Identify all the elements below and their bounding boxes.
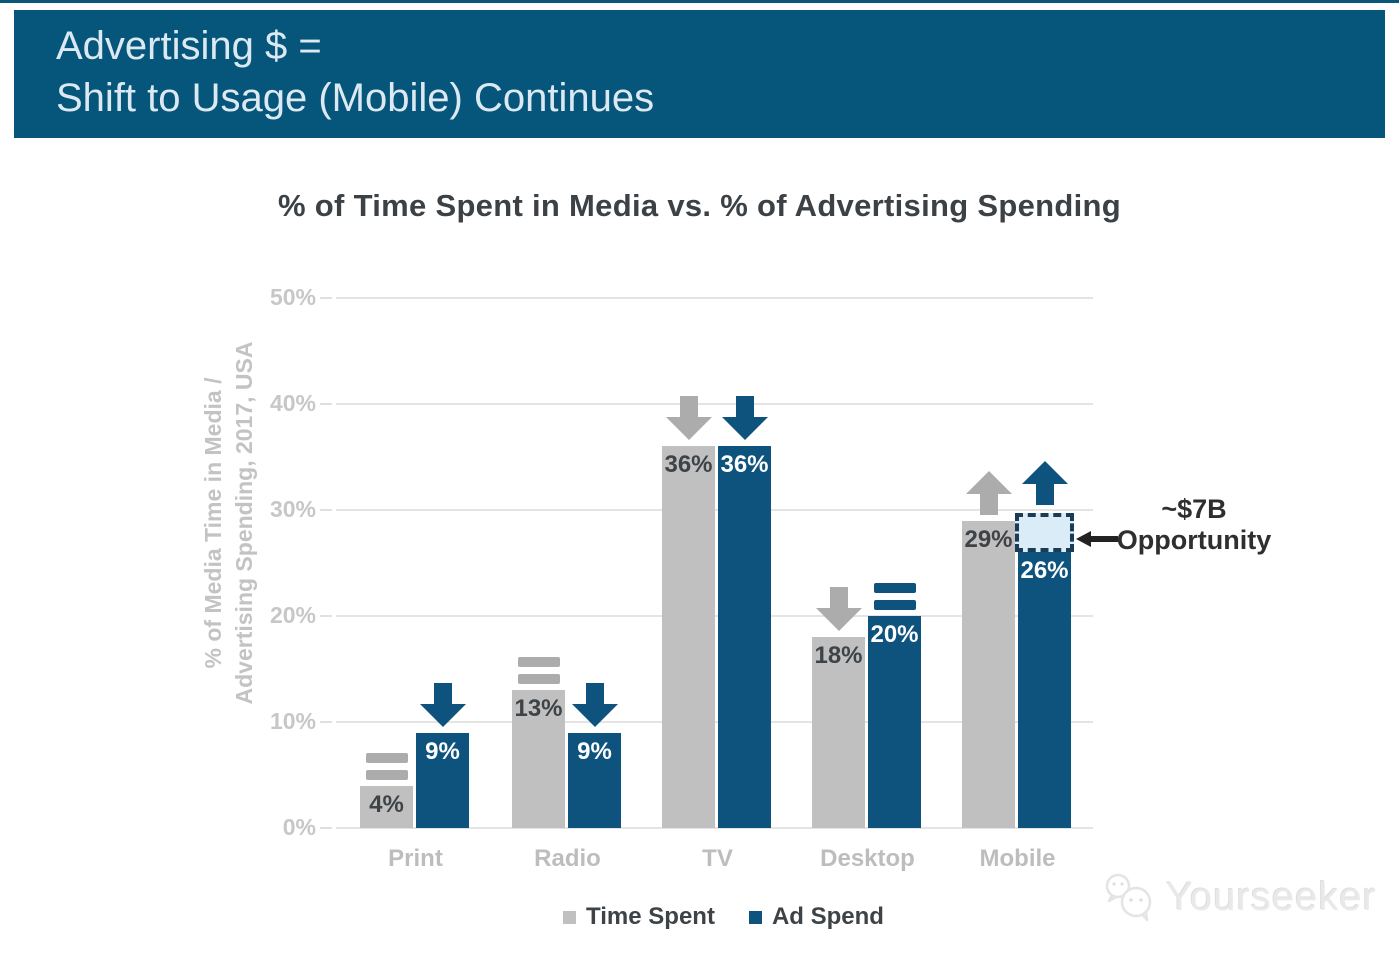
trend-down-icon: [815, 587, 862, 631]
legend-label-ad-spend: Ad Spend: [771, 903, 884, 930]
trend-down-icon: [419, 683, 466, 727]
tick-label-30: 30%: [269, 496, 316, 522]
bar-ad-spend-tv: [718, 446, 771, 828]
time-spent-swatch-icon: [563, 910, 577, 924]
trend-flat-icon: [365, 753, 408, 780]
tick-label-20: 20%: [269, 602, 316, 628]
trend-up-icon: [965, 471, 1012, 515]
tick-40: [320, 403, 332, 405]
trend-down-icon: [721, 396, 768, 440]
gridline-40: [336, 403, 1093, 405]
ad-spend-swatch-icon: [748, 910, 762, 924]
tick-label-0: 0%: [282, 814, 316, 840]
bar-ad-spend-print: [416, 733, 469, 828]
annotation-line-1: ~$7B: [1161, 494, 1227, 524]
category-label-mobile: Mobile: [979, 845, 1056, 872]
tick-label-40: 40%: [269, 390, 316, 416]
watermark: Yourseeker: [1102, 872, 1377, 922]
legend-item-time-spent: Time Spent: [563, 903, 715, 931]
legend-item-ad-spend: Ad Spend: [748, 903, 884, 931]
bar-time-spent-mobile: [962, 521, 1015, 828]
legend-label-time-spent: Time Spent: [586, 903, 715, 930]
bar-value-label: 20%: [870, 621, 919, 648]
y-axis-label-line-1: % of Media Time in Media /: [200, 377, 226, 669]
bar-value-label: 4%: [369, 791, 404, 818]
tick-label-50: 50%: [269, 284, 316, 310]
banner-line-1: Advertising $ =: [56, 24, 322, 68]
bar-value-label: 18%: [814, 642, 863, 669]
bar-ad-spend-radio: [568, 733, 621, 828]
tick-20: [320, 615, 332, 617]
tick-label-10: 10%: [269, 708, 316, 734]
title-banner: Advertising $ = Shift to Usage (Mobile) …: [14, 10, 1385, 138]
yourseeker-logo-icon: [1102, 872, 1158, 922]
bar-time-spent-print: [360, 786, 413, 828]
gridline-50: [336, 297, 1093, 299]
bar-value-label: 26%: [1020, 557, 1069, 584]
bar-value-label: 36%: [664, 451, 713, 478]
trend-down-icon: [571, 683, 618, 727]
opportunity-annotation: ~$7B Opportunity: [1114, 494, 1274, 556]
category-label-desktop: Desktop: [820, 845, 915, 872]
bar-ad-spend-mobile: [1018, 552, 1071, 828]
banner-line-2: Shift to Usage (Mobile) Continues: [56, 76, 655, 120]
bar-value-label: 9%: [577, 738, 612, 765]
annotation-line-2: Opportunity: [1116, 525, 1272, 555]
bar-time-spent-radio: [512, 690, 565, 828]
gridline-0: [336, 827, 1093, 829]
opportunity-box: [1015, 513, 1074, 552]
bar-value-label: 36%: [720, 451, 769, 478]
bar-value-label: 13%: [514, 695, 563, 722]
bar-value-label: 9%: [425, 738, 460, 765]
chart-title: % of Time Spent in Media vs. % of Advert…: [278, 188, 1121, 223]
tick-0: [320, 827, 332, 829]
bar-time-spent-tv: [662, 446, 715, 828]
trend-flat-icon: [517, 657, 560, 684]
category-label-radio: Radio: [534, 845, 601, 872]
trend-up-icon: [1021, 461, 1068, 505]
tick-10: [320, 721, 332, 723]
bar-value-label: 29%: [964, 526, 1013, 553]
legend: Time Spent Ad Spend: [24, 903, 1399, 931]
tick-50: [320, 297, 332, 299]
watermark-text: Yourseeker: [1166, 874, 1377, 919]
trend-flat-icon: [873, 583, 916, 610]
category-label-print: Print: [388, 845, 443, 872]
trend-down-icon: [665, 396, 712, 440]
tick-30: [320, 509, 332, 511]
top-border-line: [0, 0, 1399, 3]
category-label-tv: TV: [702, 845, 733, 872]
bar-ad-spend-desktop: [868, 616, 921, 828]
bar-time-spent-desktop: [812, 637, 865, 828]
annotation-left-arrow-icon: [1076, 531, 1118, 547]
